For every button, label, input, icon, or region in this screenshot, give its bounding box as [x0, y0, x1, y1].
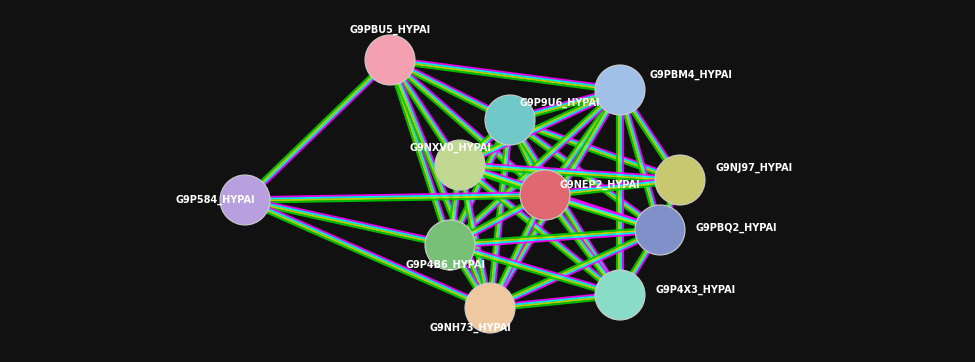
Circle shape [435, 140, 485, 190]
Text: G9P4X3_HYPAI: G9P4X3_HYPAI [655, 285, 735, 295]
Text: G9P4B6_HYPAI: G9P4B6_HYPAI [405, 260, 485, 270]
Text: G9P584_HYPAI: G9P584_HYPAI [175, 195, 254, 205]
Circle shape [365, 35, 415, 85]
Text: G9P9U6_HYPAI: G9P9U6_HYPAI [520, 98, 601, 108]
Circle shape [220, 175, 270, 225]
Circle shape [465, 283, 515, 333]
Text: G9NXV0_HYPAI: G9NXV0_HYPAI [410, 143, 491, 153]
Circle shape [595, 65, 645, 115]
Circle shape [635, 205, 685, 255]
Circle shape [425, 220, 475, 270]
Text: G9NJ97_HYPAI: G9NJ97_HYPAI [715, 163, 792, 173]
Text: G9NH73_HYPAI: G9NH73_HYPAI [429, 323, 511, 333]
Text: G9PBU5_HYPAI: G9PBU5_HYPAI [349, 25, 431, 35]
Text: G9PBQ2_HYPAI: G9PBQ2_HYPAI [695, 223, 776, 233]
Circle shape [595, 270, 645, 320]
Text: G9PBM4_HYPAI: G9PBM4_HYPAI [650, 70, 733, 80]
Circle shape [655, 155, 705, 205]
Circle shape [520, 170, 570, 220]
Circle shape [485, 95, 535, 145]
Text: G9NEP2_HYPAI: G9NEP2_HYPAI [560, 180, 641, 190]
